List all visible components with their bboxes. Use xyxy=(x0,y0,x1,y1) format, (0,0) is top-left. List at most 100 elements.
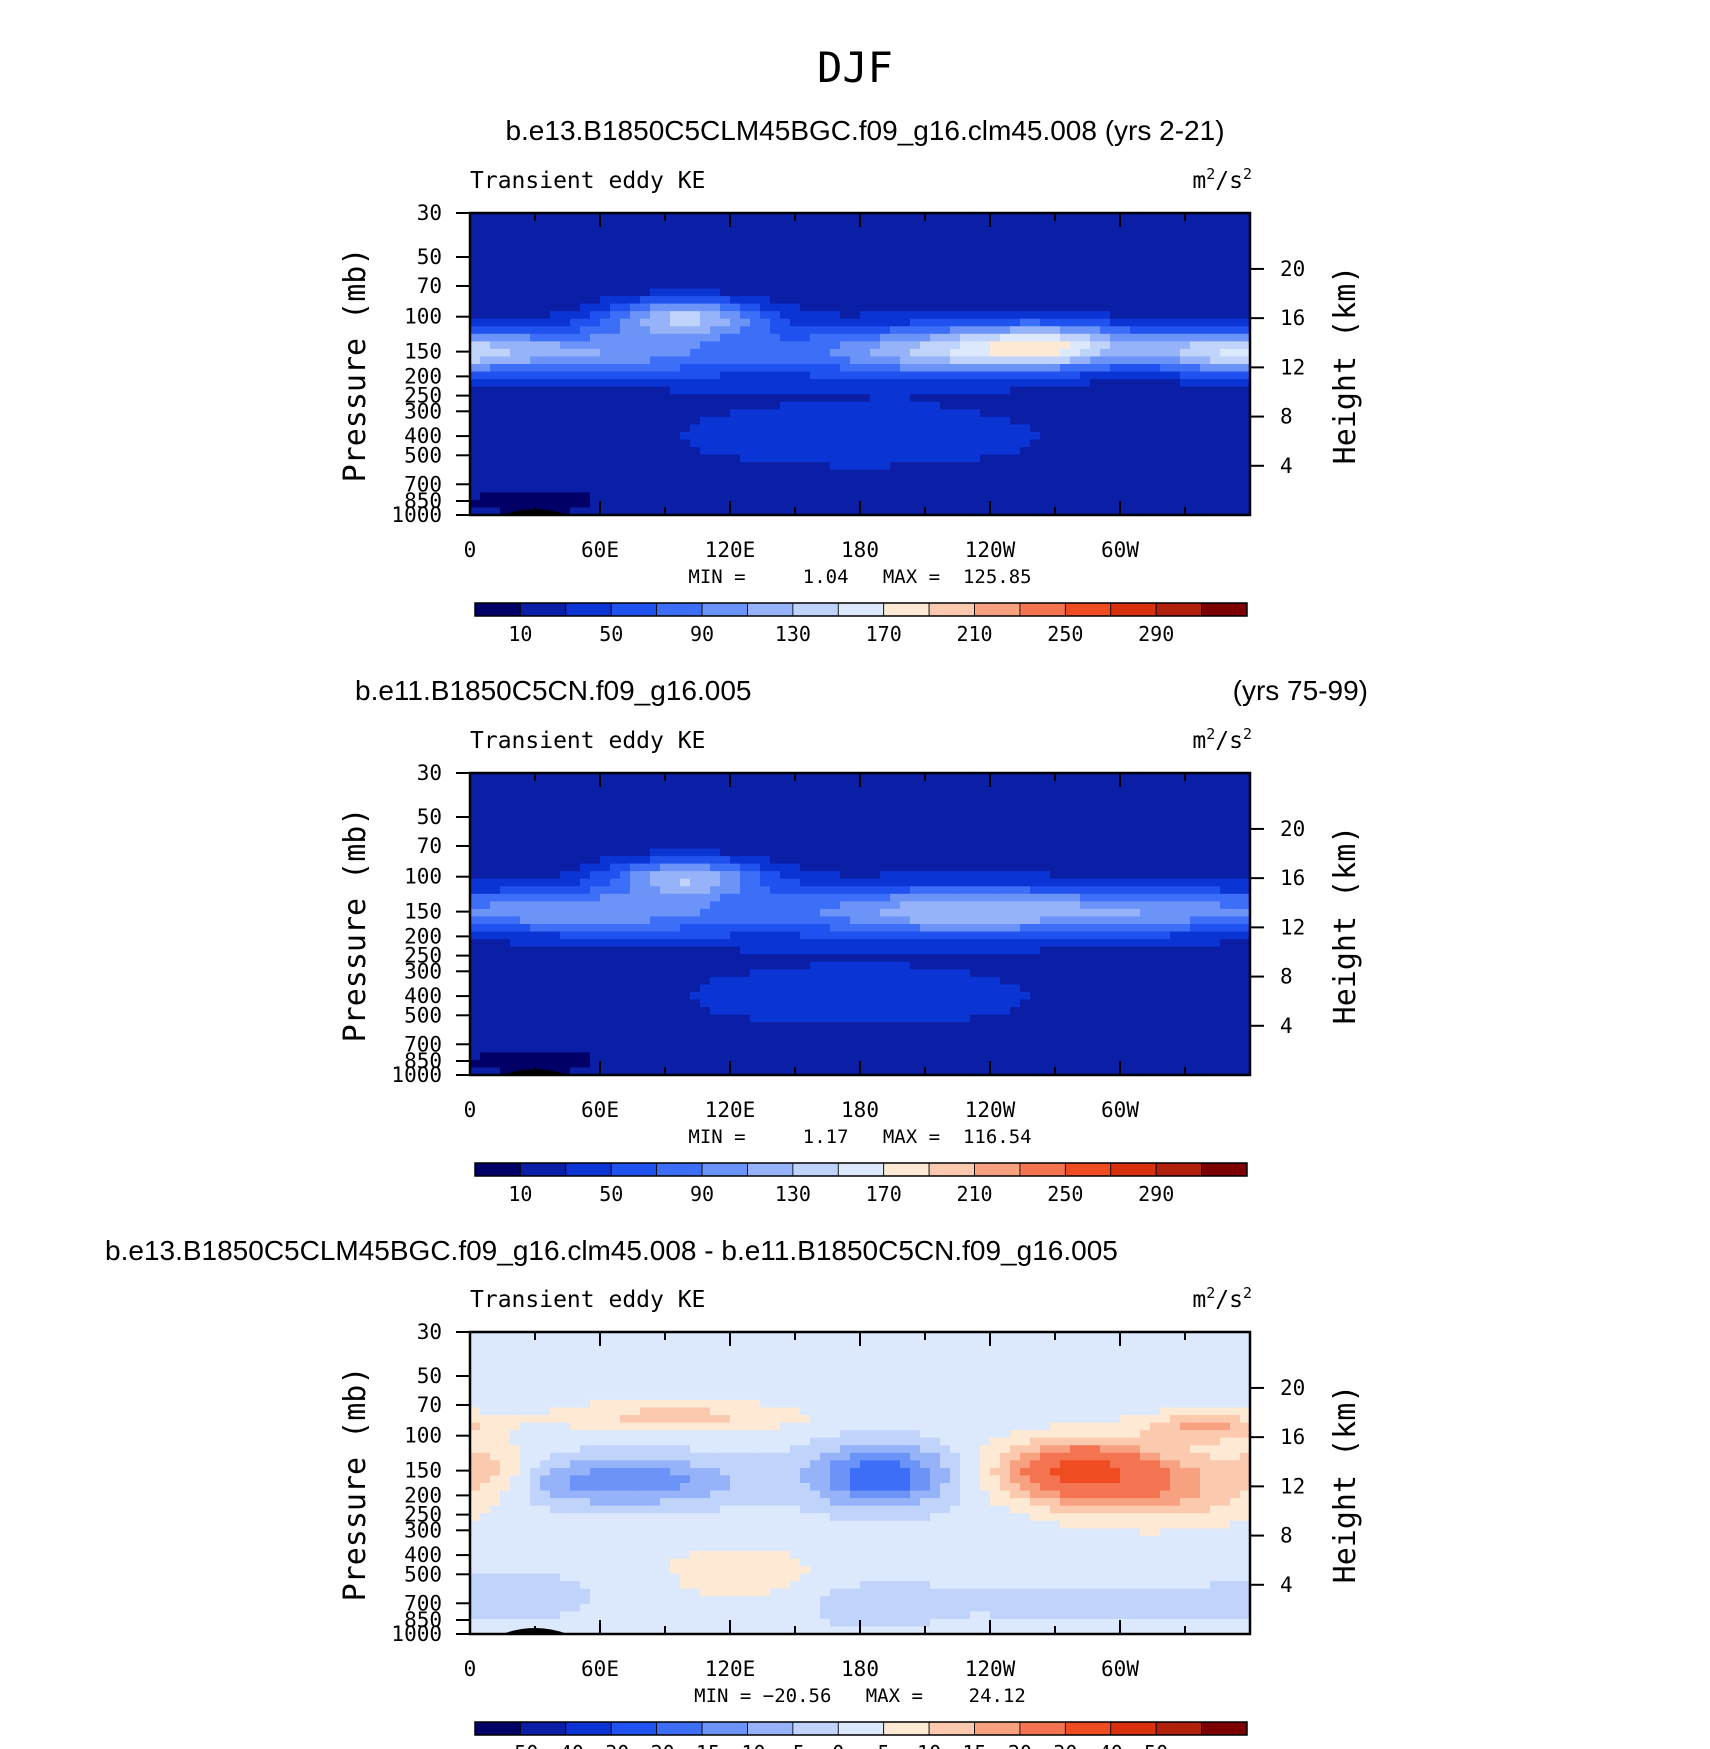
panel-2-cell xyxy=(1100,848,1111,857)
panel-1-cell xyxy=(540,371,551,380)
panel-1-cell xyxy=(990,439,1001,448)
panel-1-cell xyxy=(710,250,721,259)
panel-1-cell xyxy=(1190,220,1201,229)
panel-1-cell xyxy=(1170,492,1181,501)
panel-2-cell xyxy=(1230,931,1241,940)
panel-2-cell xyxy=(1230,795,1241,804)
panel-2-cell xyxy=(740,924,751,933)
panel-2-cell xyxy=(590,893,601,902)
panel-2-cell xyxy=(510,893,521,902)
panel-1-cell xyxy=(1200,213,1211,222)
panel-2-cell xyxy=(530,788,541,797)
panel-1-cell xyxy=(660,431,671,441)
panel-2-cell xyxy=(1040,863,1051,872)
panel-1-cell xyxy=(1030,333,1041,342)
panel-2-cell xyxy=(720,803,731,812)
panel-2-cell xyxy=(810,863,821,872)
panel-1-cell xyxy=(1040,371,1051,380)
panel-1-cell xyxy=(830,311,841,320)
panel-2-cell xyxy=(1140,810,1151,819)
panel-1-cell xyxy=(590,447,601,456)
panel-1-cell xyxy=(1050,364,1061,373)
panel-1-cell xyxy=(560,280,571,290)
panel-1-cell xyxy=(990,492,1001,501)
panel-1-cell xyxy=(1020,303,1031,312)
panel-2-cell xyxy=(830,833,841,842)
panel-1-cell xyxy=(540,477,551,486)
panel-1-cell xyxy=(1210,424,1221,433)
panel-2-cell xyxy=(940,810,951,819)
panel-1-cell xyxy=(850,379,861,388)
panel-2-cell xyxy=(710,856,721,865)
panel-1-cell xyxy=(1080,447,1091,456)
panel-2-cell xyxy=(1200,856,1211,865)
panel-1-cell xyxy=(1080,454,1091,463)
panel-2-cell xyxy=(1150,788,1161,797)
panel-1-cell xyxy=(1210,235,1221,244)
panel-1-cell xyxy=(750,243,761,252)
panel-1-cell xyxy=(880,454,891,463)
panel-2-cell xyxy=(1170,818,1181,827)
panel-2-cell xyxy=(830,863,841,872)
panel-1-cell xyxy=(1090,311,1101,320)
panel-2-cell xyxy=(1160,825,1171,834)
panel-2-cell xyxy=(610,871,621,880)
panel-1-cell xyxy=(1040,318,1051,327)
panel-2-cell xyxy=(1000,916,1011,925)
panel-2-cell xyxy=(1100,825,1111,834)
panel-1-cell xyxy=(680,333,691,342)
panel-1-cell xyxy=(980,258,991,267)
panel-2-cell xyxy=(520,908,531,918)
panel-1-cell xyxy=(680,220,691,229)
panel-1-cell xyxy=(740,431,751,441)
panel-1-cell xyxy=(1070,250,1081,259)
panel-2-cell xyxy=(1120,848,1131,857)
panel-1-cell xyxy=(770,431,781,441)
panel-1-cell xyxy=(700,333,711,342)
panel-1-cell xyxy=(920,273,931,282)
panel-1-cell xyxy=(1000,477,1011,486)
panel-2-cell xyxy=(770,848,781,857)
panel-1-cell xyxy=(720,424,731,433)
panel-1-cell xyxy=(970,303,981,312)
panel-1-cell xyxy=(940,356,951,365)
panel-1-cell xyxy=(500,507,511,516)
panel-2-cell xyxy=(510,818,521,827)
panel-2-cell xyxy=(740,833,751,842)
panel-1-cell xyxy=(540,333,551,342)
panel-2-cell xyxy=(820,773,831,782)
panel-2-cell xyxy=(990,924,1001,933)
panel-1-cell xyxy=(660,447,671,456)
panel-2-cell xyxy=(930,901,941,910)
panel-1-cell xyxy=(1120,371,1131,380)
panel-1-cell xyxy=(870,333,881,342)
panel-2-cell xyxy=(1140,931,1151,940)
panel-2-cell xyxy=(1130,924,1141,933)
panel-1-cell xyxy=(660,379,671,388)
panel-1-cell xyxy=(1200,484,1211,493)
panel-1-cell xyxy=(690,454,701,463)
panel-1-cell xyxy=(470,318,481,327)
panel-1-cell xyxy=(980,213,991,222)
panel-2-cell xyxy=(970,810,981,819)
panel-2-cell xyxy=(920,788,931,797)
panel-1-cell xyxy=(860,326,871,335)
panel-2-cell xyxy=(580,803,591,812)
panel-1-cell xyxy=(1040,303,1051,312)
panel-1-cell xyxy=(620,424,631,433)
panel-1-cell xyxy=(990,424,1001,433)
panel-1-cell xyxy=(830,228,841,237)
panel-1-cell xyxy=(870,235,881,244)
panel-2-cell xyxy=(700,773,711,782)
panel-2-cell xyxy=(1150,856,1161,865)
panel-1-cell xyxy=(580,288,591,297)
panel-1-cell xyxy=(1130,409,1141,418)
panel-1-cell xyxy=(680,364,691,373)
panel-1-cell xyxy=(1020,409,1031,418)
panel-1-cell xyxy=(840,296,851,305)
panel-2-cell xyxy=(1120,788,1131,797)
panel-1-cell xyxy=(1020,213,1031,222)
panel-1-cell xyxy=(730,492,741,501)
panel-2-cell xyxy=(910,833,921,842)
panel-2-cell xyxy=(540,825,551,834)
